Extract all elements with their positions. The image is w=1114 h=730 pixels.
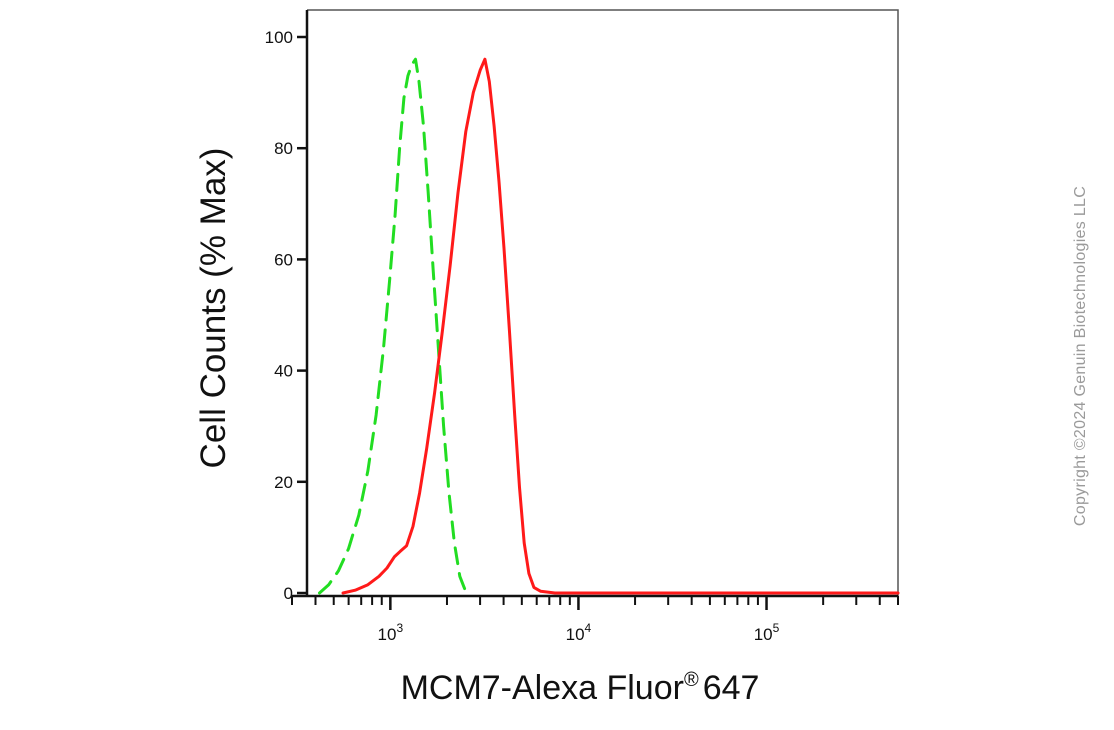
plot-frame: [307, 9, 899, 596]
x-tick-label: 103: [378, 621, 404, 644]
y-tick-label: 20: [274, 473, 293, 492]
x-axis-title-main: MCM7-Alexa Fluor: [401, 669, 684, 707]
x-tick-label: 105: [754, 621, 780, 644]
x-axis-title: MCM7-Alexa Fluor® 647: [401, 669, 760, 707]
y-tick-label: 0: [284, 584, 293, 603]
y-tick-label: 100: [265, 28, 293, 47]
isotype-control-histogram: [318, 57, 473, 595]
x-tick-label-base: 10: [754, 625, 773, 644]
y-tick-label: 40: [274, 362, 293, 381]
x-axis-title-registered: ®: [684, 669, 699, 691]
y-axis-title: Cell Counts (% Max): [194, 148, 233, 469]
copyright-watermark: Copyright ©2024 Genuin Biotechnologies L…: [1072, 186, 1089, 526]
x-tick-label-exponent: 4: [585, 621, 592, 635]
x-tick-label-base: 10: [378, 625, 397, 644]
x-axis-title-suffix: 647: [703, 669, 760, 707]
x-tick-label-exponent: 5: [773, 621, 780, 635]
x-tick-label-base: 10: [566, 625, 585, 644]
x-tick-label: 104: [566, 621, 592, 644]
x-tick-label-exponent: 3: [396, 621, 403, 635]
y-tick-label: 80: [274, 139, 293, 158]
y-tick-label: 60: [274, 250, 293, 269]
mcm7-stained-histogram: [341, 57, 900, 595]
